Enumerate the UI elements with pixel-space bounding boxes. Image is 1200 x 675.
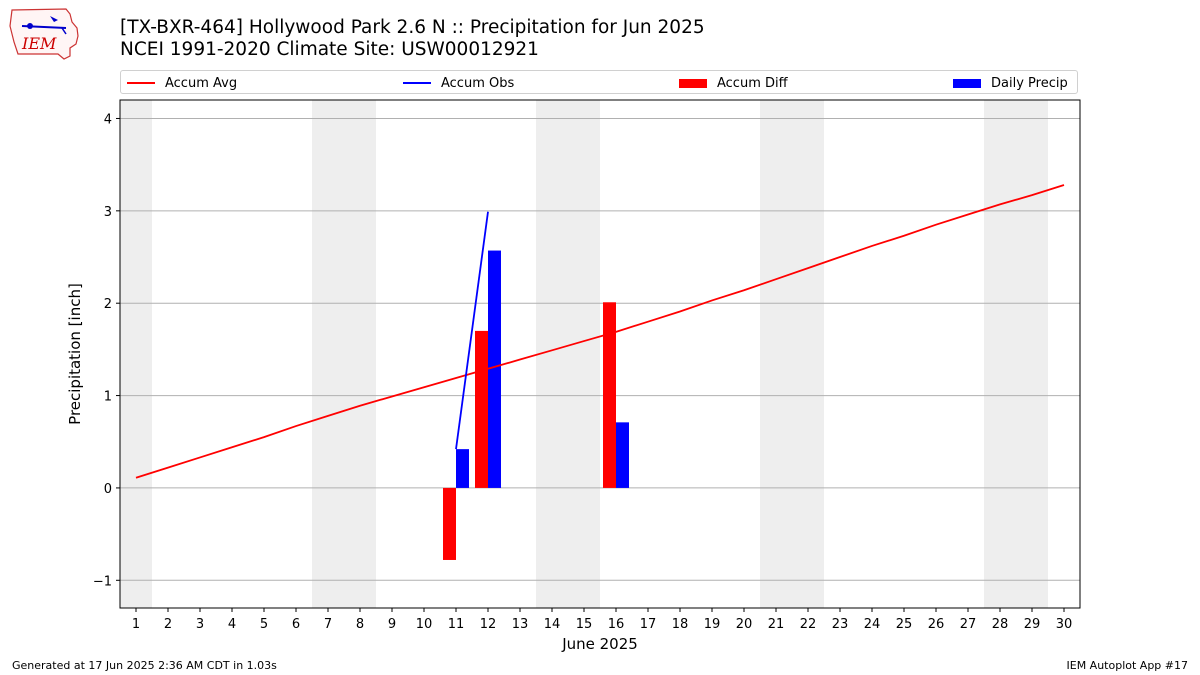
weekend-shading — [568, 100, 600, 608]
iem-logo: IEM — [6, 4, 82, 60]
plot-frame — [119, 99, 1081, 609]
accum-diff-bar — [443, 487, 456, 560]
x-tick-label: 23 — [832, 617, 849, 632]
accum-avg-line — [135, 184, 1065, 479]
x-tick-label: 1 — [132, 617, 140, 632]
y-tick-label: 3 — [104, 205, 112, 220]
legend-label-accum-obs: Accum Obs — [441, 75, 515, 91]
x-tick-label: 6 — [292, 617, 300, 632]
x-tick-label: 15 — [576, 617, 593, 632]
x-tick-label: 8 — [356, 617, 364, 632]
x-tick-label: 28 — [992, 617, 1009, 632]
weekend-shading — [760, 100, 792, 608]
weekend-shading — [792, 100, 824, 608]
logo-text: IEM — [21, 34, 57, 53]
y-tick-label: −1 — [93, 574, 112, 589]
chart-subtitle: NCEI 1991-2020 Climate Site: USW00012921 — [120, 39, 539, 60]
footer-generated: Generated at 17 Jun 2025 2:36 AM CDT in … — [12, 659, 277, 672]
accum-obs-line — [455, 211, 489, 450]
x-tick-label: 18 — [672, 617, 689, 632]
x-tick-label: 14 — [544, 617, 561, 632]
legend-label-accum-diff: Accum Diff — [717, 75, 788, 91]
y-tick-label: 0 — [104, 482, 112, 497]
legend-swatch-daily-precip — [953, 78, 981, 88]
weekend-shading — [312, 100, 344, 608]
x-tick-label: 7 — [324, 617, 332, 632]
x-tick-label: 10 — [416, 617, 433, 632]
y-tick-label: 4 — [104, 112, 112, 127]
legend-swatch-accum-diff — [679, 78, 707, 88]
legend-item-accum-diff: Accum Diff — [679, 71, 788, 95]
chart-title: [TX-BXR-464] Hollywood Park 2.6 N :: Pre… — [120, 17, 705, 38]
legend-swatch-accum-obs — [403, 82, 431, 84]
weekend-shading — [1016, 100, 1048, 608]
weekend-shading — [120, 100, 152, 608]
accum-diff-bar — [475, 330, 488, 488]
x-tick-label: 20 — [736, 617, 753, 632]
weekend-shading — [344, 100, 376, 608]
legend-label-daily-precip: Daily Precip — [991, 75, 1068, 91]
legend-label-accum-avg: Accum Avg — [165, 75, 238, 91]
legend-item-accum-avg: Accum Avg — [127, 71, 237, 95]
x-tick-label: 22 — [800, 617, 817, 632]
x-tick-label: 24 — [864, 617, 881, 632]
x-tick-label: 11 — [448, 617, 465, 632]
x-tick-label: 12 — [480, 617, 497, 632]
x-tick-label: 3 — [196, 617, 204, 632]
y-tick-label: 2 — [104, 297, 112, 312]
x-tick-label: 25 — [896, 617, 913, 632]
legend: Accum Avg Accum Obs Accum Diff Daily Pre… — [120, 70, 1078, 94]
legend-swatch-accum-avg — [127, 82, 155, 84]
y-axis-label: Precipitation [inch] — [66, 283, 84, 425]
daily-precip-bar — [456, 449, 469, 488]
x-tick-label: 30 — [1056, 617, 1073, 632]
daily-precip-bar — [616, 422, 629, 488]
legend-item-accum-obs: Accum Obs — [403, 71, 514, 95]
x-tick-label: 19 — [704, 617, 721, 632]
x-tick-label: 27 — [960, 617, 977, 632]
x-tick-label: 29 — [1024, 617, 1041, 632]
x-tick-label: 2 — [164, 617, 172, 632]
x-tick-label: 21 — [768, 617, 785, 632]
y-tick-label: 1 — [104, 390, 112, 405]
x-tick-label: 13 — [512, 617, 529, 632]
x-tick-label: 5 — [260, 617, 268, 632]
footer-app: IEM Autoplot App #17 — [1066, 659, 1189, 672]
x-tick-label: 16 — [608, 617, 625, 632]
weekend-shading — [984, 100, 1016, 608]
legend-item-daily-precip: Daily Precip — [953, 71, 1068, 95]
x-tick-label: 26 — [928, 617, 945, 632]
x-tick-label: 4 — [228, 617, 236, 632]
x-axis-label: June 2025 — [561, 635, 638, 653]
daily-precip-bar — [488, 250, 501, 488]
x-tick-label: 17 — [640, 617, 657, 632]
x-tick-label: 9 — [388, 617, 396, 632]
accum-diff-bar — [603, 302, 616, 488]
